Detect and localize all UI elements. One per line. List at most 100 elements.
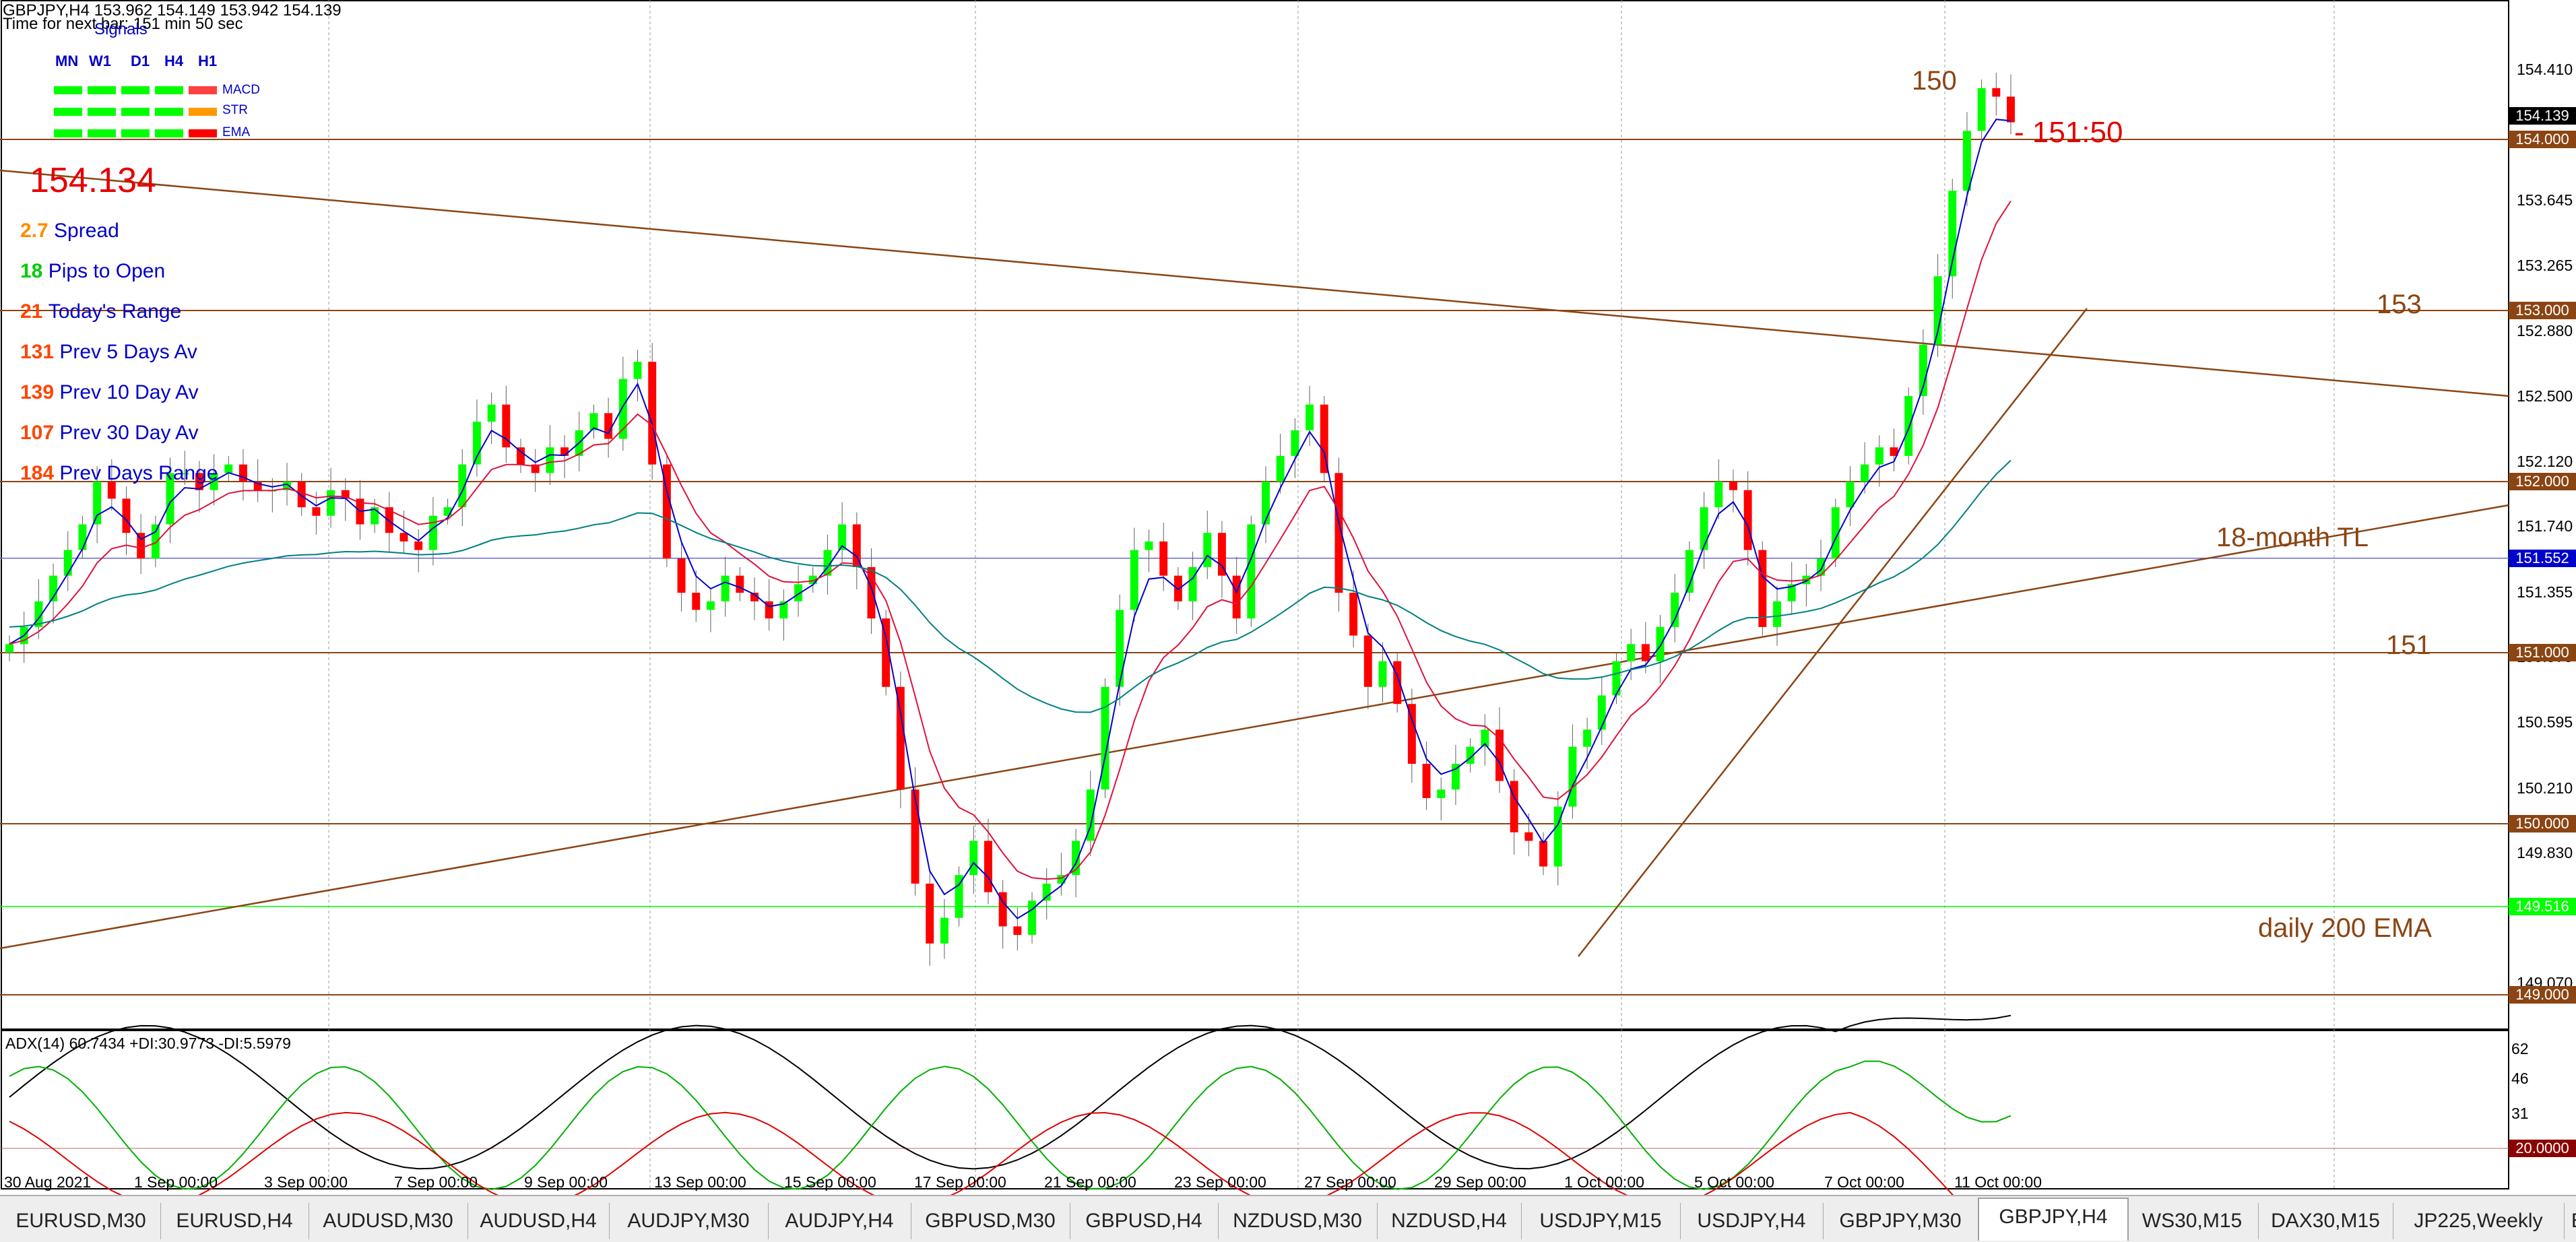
ind-ema: EMA — [222, 125, 251, 139]
bear-candle — [984, 841, 992, 892]
bear-candle — [531, 464, 540, 473]
price-level-box: 154.000 — [2509, 131, 2576, 148]
bull-candle — [969, 841, 978, 876]
price-axis-label: 152.120 — [2517, 452, 2573, 470]
chart-tab-usdjpy-m15[interactable]: USDJPY,M15 — [1521, 1203, 1681, 1239]
bull-candle — [63, 550, 72, 576]
bull-candle — [1583, 729, 1592, 747]
bull-candle — [1671, 593, 1679, 627]
bull-candle — [633, 362, 642, 379]
chart-tab-nzdusd-m30[interactable]: NZDUSD,M30 — [1218, 1203, 1378, 1239]
chart-tab-gbpusd-m30[interactable]: GBPUSD,M30 — [911, 1203, 1070, 1239]
signal-block — [88, 129, 116, 137]
price-axis-label: 151.355 — [2517, 583, 2573, 601]
stat-value: 107 — [20, 422, 60, 444]
signal-block — [121, 86, 150, 94]
chart-tab-nzdusd-h4[interactable]: NZDUSD,H4 — [1377, 1203, 1522, 1239]
time-axis-label: 3 Sep 00:00 — [264, 1173, 348, 1191]
price-chart[interactable] — [0, 0, 2576, 1195]
price-level-box: 152.000 — [2509, 473, 2576, 490]
chart-tab-bt[interactable]: BT — [2564, 1203, 2576, 1239]
chart-tab-gbpjpy-h4[interactable]: GBPJPY,H4 — [1978, 1198, 2129, 1241]
bull-candle — [1145, 541, 1153, 550]
bull-candle — [1306, 404, 1314, 430]
time-axis-label: 15 Sep 00:00 — [784, 1173, 876, 1191]
bear-candle — [604, 413, 613, 439]
bull-candle — [1188, 567, 1197, 601]
bull-candle — [1568, 746, 1577, 807]
bull-candle — [546, 447, 554, 473]
annotation-daily-200-ema: daily 200 EMA — [2258, 913, 2432, 943]
chart-tab-ws30-m15[interactable]: WS30,M15 — [2126, 1203, 2259, 1239]
chart-tab-audusd-m30[interactable]: AUDUSD,M30 — [309, 1203, 468, 1239]
chart-tab-eurusd-h4[interactable]: EURUSD,H4 — [160, 1203, 309, 1239]
bull-candle — [1612, 661, 1621, 696]
price-level-box: 149.000 — [2509, 986, 2576, 1004]
time-axis-label: 9 Sep 00:00 — [524, 1173, 608, 1191]
signal-block — [155, 86, 183, 94]
signal-block — [88, 108, 116, 116]
bear-candle — [750, 593, 759, 601]
bull-candle — [1203, 533, 1212, 567]
bear-candle — [662, 464, 671, 559]
chart-tab-jp225-weekly[interactable]: JP225,Weekly — [2393, 1203, 2565, 1239]
time-axis-label: 30 Aug 2021 — [4, 1173, 92, 1191]
chart-tab-audjpy-h4[interactable]: AUDJPY,H4 — [768, 1203, 911, 1239]
stat-value: 139 — [20, 381, 60, 403]
bull-candle — [428, 515, 437, 550]
bull-candle — [1817, 558, 1826, 576]
bear-candle — [107, 482, 116, 499]
bull-candle — [1919, 344, 1927, 396]
bear-candle — [1363, 635, 1372, 687]
chart-tab-audusd-h4[interactable]: AUDUSD,H4 — [468, 1203, 610, 1239]
bull-candle — [838, 524, 847, 550]
bull-candle — [1861, 464, 1869, 482]
price-axis-label: 150.210 — [2517, 779, 2573, 797]
bull-candle — [1262, 482, 1270, 525]
bear-candle — [1539, 841, 1548, 867]
bull-candle — [1597, 695, 1606, 730]
signal-block — [155, 108, 183, 116]
chart-tab-gbpjpy-m30[interactable]: GBPJPY,M30 — [1823, 1203, 1978, 1239]
ind-str: STR — [222, 103, 248, 117]
bull-candle — [224, 464, 233, 473]
signal-block — [189, 108, 217, 116]
bull-candle — [487, 404, 496, 422]
stat-label: Prev 10 Day Av — [59, 381, 199, 403]
bear-candle — [502, 404, 511, 448]
chart-tab-eurusd-m30[interactable]: EURUSD,M30 — [1, 1203, 161, 1239]
bear-candle — [1217, 533, 1226, 576]
bear-candle — [341, 490, 350, 499]
bull-candle — [823, 550, 832, 576]
bull-candle — [940, 917, 948, 944]
chart-tab-usdjpy-h4[interactable]: USDJPY,H4 — [1680, 1203, 1824, 1239]
stat-value: 2.7 — [20, 220, 55, 242]
stat-label: Spread — [54, 220, 119, 242]
bull-candle — [78, 524, 87, 550]
bull-candle — [1685, 550, 1694, 593]
adx-title: ADX(14) 60.7434 +DI:30.9773 -DI:5.5979 — [5, 1035, 291, 1052]
signal-block — [88, 86, 116, 94]
chart-tab-audjpy-m30[interactable]: AUDJPY,M30 — [609, 1203, 769, 1239]
time-axis-label: 11 Oct 00:00 — [1954, 1173, 2042, 1191]
chart-tab-dax30-m15[interactable]: DAX30,M15 — [2258, 1203, 2393, 1239]
bear-candle — [195, 473, 203, 490]
ohlc-readout: GBPJPY,H4 153.962 154.149 153.942 154.13… — [3, 1, 342, 20]
price-level-box: 151.552 — [2509, 549, 2576, 567]
bear-candle — [253, 482, 262, 490]
bear-candle — [1159, 541, 1168, 576]
annotation-153: 153 — [2377, 290, 2422, 319]
bear-candle — [852, 524, 861, 567]
bull-candle — [1773, 601, 1781, 627]
bear-candle — [911, 789, 920, 884]
stat-label: Prev 5 Days Av — [59, 341, 197, 363]
tf-d1: D1 — [131, 53, 150, 69]
signal-block — [189, 86, 217, 94]
chart-tab-gbpusd-h4[interactable]: GBPUSD,H4 — [1070, 1203, 1219, 1239]
price-axis-label: 149.830 — [2517, 844, 2573, 862]
bull-candle — [1451, 764, 1460, 790]
bull-candle — [721, 575, 730, 601]
bull-candle — [34, 601, 43, 627]
bear-candle — [736, 575, 744, 593]
